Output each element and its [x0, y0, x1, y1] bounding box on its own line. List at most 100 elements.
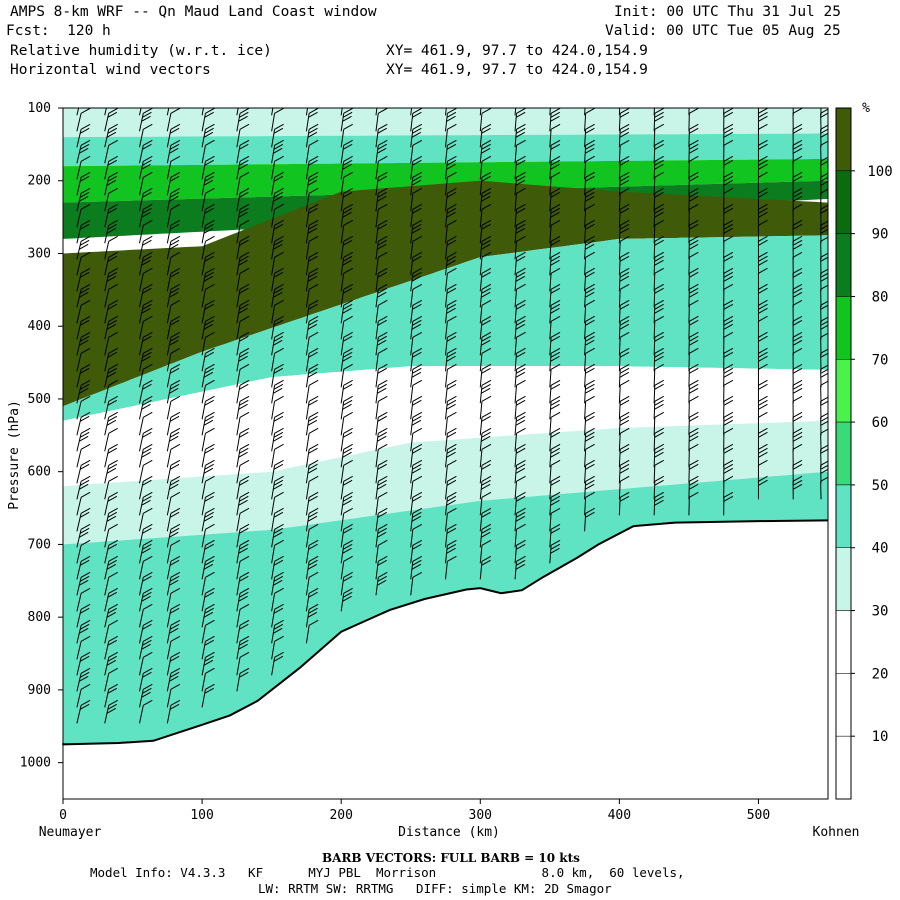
wind-barb-staff [584, 241, 587, 260]
y-axis-label: Pressure (hPa) [7, 400, 22, 510]
wind-barb [723, 187, 734, 212]
wind-barb-staff [410, 145, 414, 164]
wind-barb [584, 108, 586, 116]
wind-barb-staff [166, 417, 172, 436]
wind-barb-staff [479, 305, 483, 324]
wind-barb [410, 155, 423, 180]
y-tick-label: 200 [28, 174, 51, 189]
wind-barb-staff [139, 161, 144, 180]
wind-barb-staff [201, 513, 206, 532]
wind-barb-flag [143, 475, 153, 482]
wind-barb-flag [308, 427, 319, 434]
wind-barb-flag [239, 379, 250, 386]
wind-barb-flag [654, 395, 665, 402]
wind-barb-flag [688, 175, 699, 182]
wind-barb-flag [723, 495, 734, 502]
wind-barb-staff [271, 129, 276, 148]
wind-barb-flag [274, 491, 284, 498]
wind-barb [375, 395, 388, 420]
wind-barb-flag [792, 171, 803, 178]
wind-barb-flag [307, 323, 318, 330]
wind-barb-flag [170, 379, 181, 386]
wind-barb [514, 555, 526, 580]
wind-barb-flag [820, 476, 828, 482]
wind-barb-flag [239, 315, 250, 322]
wind-barb [618, 395, 630, 420]
wind-barb-flag [205, 123, 215, 130]
wind-barb-flag [274, 267, 284, 274]
wind-barb-staff [76, 209, 82, 228]
wind-barb [76, 203, 91, 228]
wind-barb-staff [271, 289, 276, 308]
wind-barb-flag [585, 219, 595, 226]
wind-barb-flag [792, 203, 803, 210]
wind-barb [340, 155, 353, 180]
wind-barb [410, 108, 413, 116]
wind-barb-flag [446, 335, 457, 342]
wind-barb [792, 203, 803, 228]
wind-barb [445, 108, 447, 116]
wind-barb-staff [514, 129, 518, 148]
wind-barb-staff [139, 689, 144, 708]
wind-barb [375, 315, 388, 340]
wind-barb-staff [166, 433, 172, 452]
rh-band-upper-light [63, 108, 828, 138]
wind-barb [479, 555, 492, 580]
wind-barb [514, 539, 526, 564]
wind-barb-flag [411, 131, 422, 138]
wind-barb-flag [792, 411, 803, 418]
wind-barb-staff [76, 241, 82, 260]
wind-barb-staff [410, 289, 414, 308]
wind-barb-flag [205, 108, 215, 114]
wind-barb-staff [618, 385, 621, 404]
wind-barb-flag [170, 411, 181, 418]
wind-barb-flag [308, 415, 318, 422]
wind-barb [410, 411, 423, 436]
wind-barb-staff [479, 321, 483, 340]
wind-barb [514, 507, 526, 532]
wind-barb-flag [723, 459, 734, 466]
wind-barb [236, 523, 250, 548]
wind-barb [139, 491, 153, 516]
wind-barb-staff [340, 225, 345, 244]
wind-barb-flag [654, 163, 664, 170]
x-axis-label: Distance (km) [398, 825, 500, 840]
wind-barb-flag [688, 147, 699, 154]
y-tick-label: 700 [28, 537, 51, 552]
colorbar-label: 50 [872, 478, 889, 494]
wind-barb [305, 171, 319, 196]
wind-barb [549, 267, 561, 292]
wind-barb-flag [585, 475, 595, 482]
wind-barb-staff [76, 449, 82, 468]
wind-barb-flag [689, 92, 698, 97]
wind-barb-flag [480, 243, 491, 250]
wind-barb-flag [820, 224, 828, 230]
wind-barb [166, 108, 181, 132]
wind-barb-staff [410, 305, 414, 324]
wind-barb-flag [170, 96, 179, 101]
wind-barb-staff [549, 113, 552, 132]
colorbar-swatch [835, 735, 852, 800]
wind-barb-flag [412, 475, 423, 482]
wind-barb [445, 443, 457, 468]
wind-barb-flag [274, 411, 284, 418]
wind-barb-staff [201, 257, 206, 276]
wind-barb-flag [204, 303, 214, 310]
wind-barb-flag [723, 223, 734, 230]
wind-barb-staff [305, 113, 310, 132]
wind-barb-flag [274, 155, 284, 162]
wind-barb-flag [550, 523, 561, 530]
wind-barb-flag [723, 267, 734, 274]
wind-barb-flag [239, 479, 249, 486]
wind-barb-flag [239, 527, 249, 534]
wind-barb-flag [203, 611, 214, 618]
wind-barb-flag [516, 267, 526, 274]
wind-barb [375, 108, 378, 116]
wind-barb-flag [107, 687, 118, 694]
wind-barb-staff [618, 337, 621, 356]
wind-barb-staff [104, 113, 110, 132]
wind-barb-flag [272, 531, 283, 538]
wind-barb [445, 203, 457, 228]
wind-barb [479, 155, 492, 180]
wind-barb [139, 651, 153, 676]
